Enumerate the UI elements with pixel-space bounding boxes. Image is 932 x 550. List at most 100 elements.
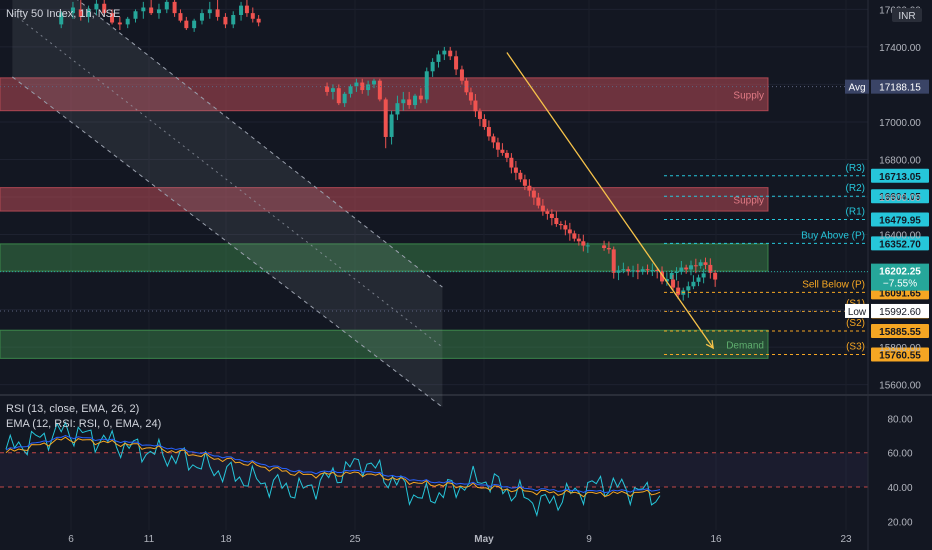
level-price-text: 16091.65 xyxy=(879,288,921,299)
candle-body xyxy=(149,7,154,14)
rsi-tick: 40.00 xyxy=(887,483,912,494)
candle-body xyxy=(669,272,674,279)
level-price-badge xyxy=(871,212,929,227)
candle-body xyxy=(366,84,371,91)
level-price-text: 15885.55 xyxy=(879,327,921,338)
candle-body xyxy=(545,211,550,214)
candle-body xyxy=(540,205,545,212)
candle-body xyxy=(164,1,169,10)
candle-body xyxy=(468,92,473,101)
low-price-badge xyxy=(871,303,929,318)
level-price-text: 15760.55 xyxy=(879,350,921,361)
time-tick: 16 xyxy=(710,534,722,545)
candle-body xyxy=(549,213,554,219)
candle-body xyxy=(141,7,146,12)
candle-body xyxy=(395,103,400,115)
rsi-ema-series xyxy=(5,436,661,498)
candle-body xyxy=(239,5,244,16)
low-tag xyxy=(845,303,869,318)
candle-body xyxy=(389,114,394,137)
candle-body xyxy=(184,20,189,29)
level-price-badge xyxy=(871,168,929,183)
candle-body xyxy=(207,9,212,14)
candle-body xyxy=(172,1,177,14)
candle-body xyxy=(256,18,261,23)
candle-body xyxy=(626,269,631,272)
level-label: (S1) xyxy=(846,298,865,309)
candle-body xyxy=(486,127,491,137)
rsi-panel: 80.00 60.00 40.00 20.00 xyxy=(0,414,913,528)
candle-body xyxy=(156,9,161,14)
price-tick: 17400.00 xyxy=(879,43,921,54)
candle-body xyxy=(686,286,691,291)
avg-label: Avg xyxy=(848,83,865,94)
candle-body xyxy=(572,233,577,239)
candle-body xyxy=(330,88,335,92)
candle-body xyxy=(693,265,698,267)
candle-body xyxy=(325,86,330,92)
channel-fill xyxy=(12,0,443,408)
time-tick: May xyxy=(474,534,494,545)
level-label: (R1) xyxy=(846,207,865,218)
time-axis[interactable]: 6 11 18 25 May 9 16 23 xyxy=(68,534,852,545)
candle-body xyxy=(585,245,590,247)
candle-body xyxy=(459,69,464,81)
candle-body xyxy=(606,248,611,250)
candle-body xyxy=(563,225,568,230)
channel-mid xyxy=(12,12,443,348)
candle-body xyxy=(671,279,676,288)
candle-body xyxy=(86,9,91,17)
price-tick: 16400.00 xyxy=(879,231,921,242)
candle-body xyxy=(413,95,418,106)
last-price-change: −7.55% xyxy=(883,279,917,290)
level-price-text: 16604.05 xyxy=(879,192,921,203)
time-tick: 9 xyxy=(586,534,592,545)
candle-body xyxy=(554,218,559,225)
candle-body xyxy=(504,152,509,158)
level-price-badge xyxy=(871,324,929,339)
zone-label: Demand xyxy=(726,340,764,351)
candle-body xyxy=(94,3,99,10)
time-tick: 23 xyxy=(840,534,852,545)
zone-label: Supply xyxy=(733,195,764,206)
demand-zone xyxy=(0,243,769,272)
candle-body xyxy=(495,142,500,150)
channel-upper xyxy=(77,0,443,288)
candle-body xyxy=(102,3,107,14)
level-price-badge xyxy=(871,236,929,251)
candle-body xyxy=(436,54,441,62)
candle-body xyxy=(664,278,669,282)
candle-body xyxy=(454,56,459,70)
candle-body xyxy=(640,269,645,272)
rsi-band xyxy=(0,452,868,488)
candle-body xyxy=(199,13,204,21)
candle-body xyxy=(522,179,527,186)
candle-body xyxy=(464,80,469,93)
projection-arrowhead xyxy=(705,340,714,350)
candle-body xyxy=(178,13,183,21)
rsi-tick: 60.00 xyxy=(887,449,912,460)
candle-body xyxy=(125,18,130,25)
candle-body xyxy=(581,241,586,246)
candle-body xyxy=(78,9,83,17)
pivot-levels: (R3) 16713.05 (R2) 16604.05 (R1) 16479.95 Buy … xyxy=(664,163,929,362)
candle-body xyxy=(418,95,423,100)
candle-body xyxy=(660,271,665,282)
level-label: (S3) xyxy=(846,341,865,352)
candle-body xyxy=(713,272,718,280)
candle-body xyxy=(698,262,703,266)
candle-body xyxy=(531,190,536,198)
candle-body xyxy=(192,20,197,29)
candle-body xyxy=(223,16,228,25)
candle-body xyxy=(482,118,487,128)
projection-line xyxy=(506,52,714,349)
candle-body xyxy=(513,167,518,173)
chart-title: Nifty 50 Index, 1h, NSE xyxy=(6,8,121,20)
price-tick: 15800.00 xyxy=(879,343,921,354)
low-price-text: 15992.60 xyxy=(879,307,921,318)
candle-body xyxy=(689,265,694,270)
regression-channel xyxy=(12,0,443,408)
candle-body xyxy=(500,149,505,153)
